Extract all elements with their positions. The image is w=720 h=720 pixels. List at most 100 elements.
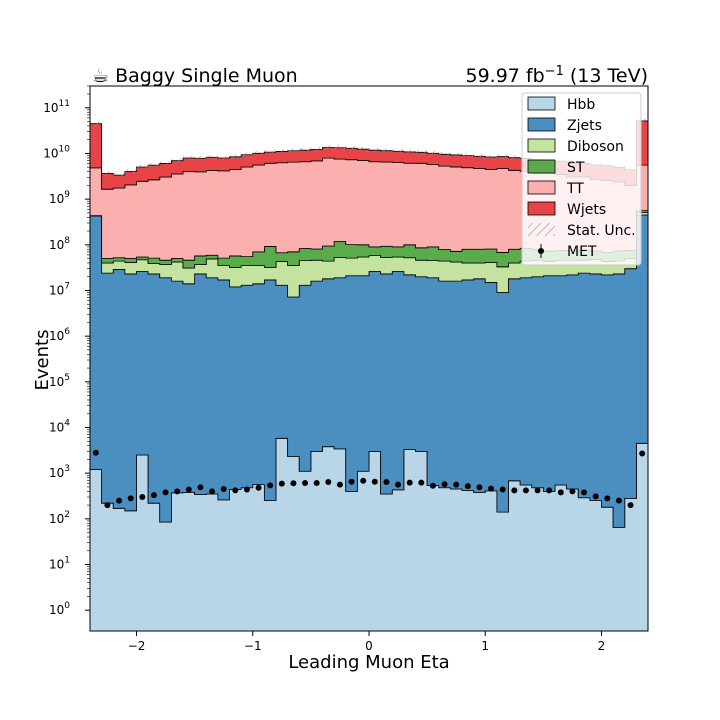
data-point [325,479,332,486]
y-tick-label: 101 [49,556,70,572]
data-point [406,479,413,486]
x-tick-label: −1 [244,639,262,653]
data-point [371,478,378,485]
data-points-layer [92,449,646,509]
data-point [220,486,227,493]
data-point [313,479,320,486]
unc-bin [264,149,276,155]
chart-title-left-text: Baggy Single Muon [115,65,298,87]
data-point [174,488,181,495]
unc-bin [183,155,195,161]
unc-bin [136,164,149,170]
data-point [383,479,390,486]
unc-bin [496,154,509,160]
data-point [232,487,239,494]
unc-bin [403,149,416,155]
data-point [127,495,134,502]
legend-label: Diboson [567,139,624,155]
legend-label: Zjets [567,118,602,134]
data-point [92,449,99,456]
legend-swatch-wjets [527,201,556,216]
data-point [162,489,169,496]
x-axis: −2 −1 0 1 2 [128,631,606,653]
data-point [185,486,192,493]
legend: Hbb Zjets Diboson ST TT Wjets Stat. Unc. MET [521,92,642,266]
data-point [209,488,216,495]
unc-bin [310,147,323,152]
y-tick-label: 1010 [43,144,70,160]
unc-bin [159,161,172,166]
data-point [592,493,599,500]
unc-bin [636,118,648,124]
unc-bin [113,172,125,178]
unc-bin [508,155,521,161]
unc-bin [229,154,242,160]
data-point [360,477,367,484]
x-tick-label: 0 [365,639,373,653]
data-point [627,502,634,509]
unc-bin [334,145,346,151]
data-point [255,484,262,491]
data-point [429,482,436,489]
unc-bin [450,152,462,158]
unc-bin [345,146,358,151]
data-point [302,479,309,486]
x-axis-label: Leading Muon Eta [288,652,449,673]
legend-label: Hbb [567,97,595,113]
data-point [581,489,588,496]
legend-marker-data [538,248,544,254]
unc-bin [473,154,486,159]
unc-bin [217,155,230,161]
data-point [476,484,483,491]
data-point [150,492,157,499]
data-point [139,494,146,501]
data-point [488,485,495,492]
legend-swatch-diboson [527,138,556,153]
data-point [453,481,460,488]
legend-label: TT [566,181,584,197]
data-point [290,480,297,487]
unc-bin [194,155,207,161]
data-point [243,486,250,493]
y-axis-label: Events [32,330,53,391]
chart-title-left: ☕ Baggy Single Muon [92,65,298,87]
data-point [534,487,541,494]
data-point [557,489,564,496]
unc-bin [206,155,218,160]
data-point [522,487,529,494]
data-point [569,488,576,495]
data-point [197,484,204,491]
unc-bin [392,148,404,154]
x-tick-label: −2 [128,639,146,653]
legend-swatch-st [527,159,556,174]
data-point [116,497,123,504]
data-point [604,495,611,502]
unc-bin [462,153,474,159]
chart-title-right: 59.97 fb−1 (13 TeV) [465,64,648,88]
unc-bin [380,148,393,154]
x-tick-label: 1 [481,639,489,653]
unc-bin [438,152,451,157]
data-point [546,487,553,494]
lumi-tail: (13 TeV) [564,65,648,87]
data-point [267,482,274,489]
legend-label: MET [567,244,597,260]
unc-bin [357,146,369,152]
unc-bin [299,147,311,153]
data-point [499,486,506,493]
unc-bin [241,152,253,158]
data-point [418,479,425,486]
legend-swatch-hbb [527,96,556,111]
x-tick-label: 2 [598,639,606,653]
unc-bin [485,154,497,160]
unc-bin [322,145,335,151]
unc-bin [369,147,381,153]
unc-bin [415,150,428,155]
y-tick-label: 104 [49,418,70,434]
y-tick-label: 109 [49,190,70,206]
legend-label: ST [567,160,585,176]
data-point [104,502,111,509]
stack-layer [90,120,648,631]
unc-bin [276,149,288,154]
